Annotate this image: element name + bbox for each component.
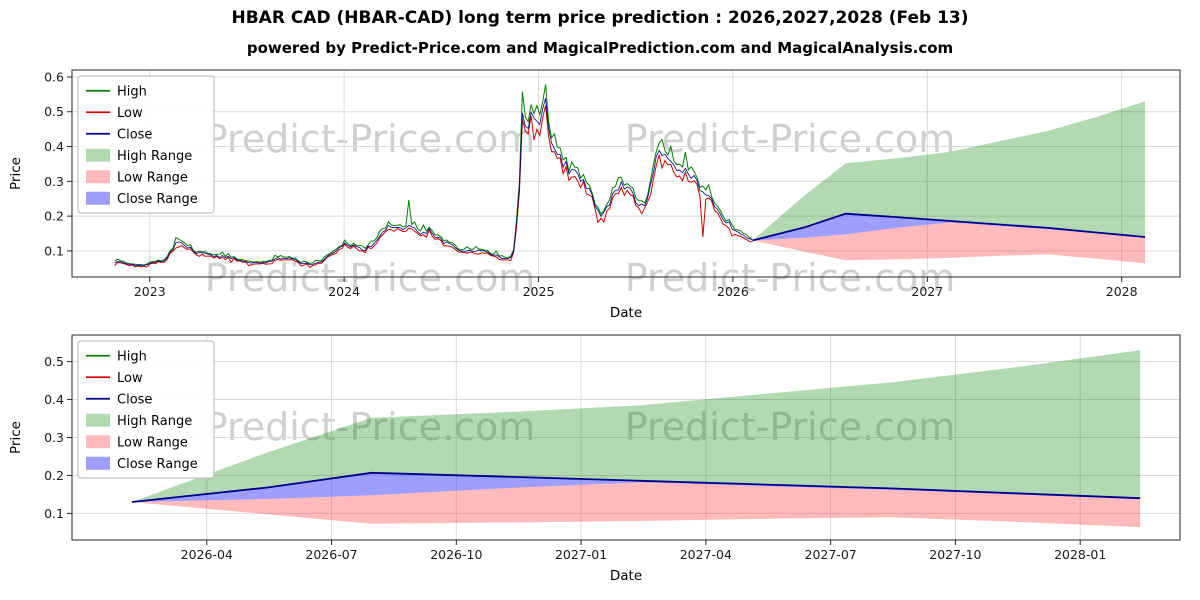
- x-tick-label: 2026-07: [305, 547, 357, 562]
- legend-label: Close Range: [117, 192, 198, 207]
- legend-item-close-range: Close Range: [86, 191, 198, 207]
- x-tick-label: 2027-04: [680, 547, 732, 562]
- legend-label: High: [117, 349, 147, 364]
- legend-patch-swatch: [86, 191, 110, 205]
- legend-item-close: Close: [86, 392, 152, 407]
- close-range-area: [131, 472, 1141, 502]
- legend-label: Low: [117, 371, 143, 386]
- legend-item-close: Close: [86, 127, 152, 142]
- legend-item-high-range: High Range: [86, 413, 192, 429]
- x-tick-label: 2026-10: [430, 547, 482, 562]
- x-tick-label: 2028-01: [1054, 547, 1106, 562]
- legend-label: High: [117, 84, 147, 99]
- chart-subtitle: powered by Predict-Price.com and Magical…: [246, 39, 954, 57]
- x-tick-label: 2025: [523, 284, 555, 299]
- high-range-area: [131, 350, 1141, 502]
- legend-patch-swatch: [86, 435, 110, 449]
- low-range-area: [131, 482, 1141, 528]
- y-tick-label: 0.5: [44, 104, 64, 119]
- legend: High Low Close High Range Low Range Close Ran…: [77, 340, 215, 479]
- legend-patch-swatch: [86, 170, 110, 184]
- legend-item-low-range: Low Range: [86, 170, 188, 185]
- legend: High Low Close High Range Low Range Close Ran…: [77, 75, 215, 214]
- grid: [72, 70, 1180, 277]
- legend-item-close-range: Close Range: [86, 456, 198, 472]
- low-line: [114, 105, 753, 268]
- watermark-layer: Predict-Price.com Predict-Price.com Predic…: [205, 117, 956, 449]
- y-tick-label: 0.5: [44, 354, 64, 369]
- legend-label: Low Range: [117, 170, 188, 185]
- legend-patch-swatch: [86, 148, 110, 162]
- high-line: [114, 84, 753, 266]
- low-range-area: [752, 222, 1145, 264]
- x-tick-label: 2027: [911, 284, 943, 299]
- legend-item-high: High: [86, 349, 147, 364]
- y-tick-label: 0.2: [44, 209, 64, 224]
- legend-patch-swatch: [86, 456, 110, 470]
- legend-label: Close Range: [117, 457, 198, 472]
- legend-item-low: Low: [86, 371, 143, 386]
- x-tick-label: 2027-10: [929, 547, 981, 562]
- legend-patch-swatch: [86, 413, 110, 427]
- legend-label: Low: [117, 106, 143, 121]
- y-tick-label: 0.1: [44, 243, 64, 258]
- page-title: HBAR CAD (HBAR-CAD) long term price pred…: [231, 8, 969, 28]
- close-line-historical: [114, 98, 753, 267]
- x-tick-label: 2027-01: [555, 547, 607, 562]
- price-chart-top: 0.1 0.2 0.3 0.4 0.5 0.6 2023 2024 2025 2026 2027 20…: [8, 69, 1181, 321]
- y-tick-label: 0.3: [44, 430, 64, 445]
- close-range-area: [752, 213, 1145, 241]
- high-range-area: [752, 101, 1145, 241]
- watermark-text: Predict-Price.com: [205, 405, 536, 449]
- legend-item-high: High: [86, 84, 147, 99]
- x-tick-label: 2024: [328, 284, 360, 299]
- legend-label: Close: [117, 392, 152, 407]
- close-line-prediction: [131, 471, 1141, 503]
- legend-item-high-range: High Range: [86, 148, 192, 164]
- legend-label: Close: [117, 127, 152, 142]
- y-tick-label: 0.4: [44, 139, 64, 154]
- legend-label: High Range: [117, 414, 192, 429]
- y-axis-label: Price: [8, 157, 24, 190]
- close-line-prediction: [752, 212, 1146, 242]
- x-tick-label: 2023: [134, 284, 166, 299]
- y-tick-label: 0.4: [44, 392, 64, 407]
- x-tick-label: 2026: [717, 284, 749, 299]
- legend-box: [77, 75, 215, 214]
- x-tick-label: 2027-07: [805, 547, 857, 562]
- legend-item-low: Low: [86, 106, 143, 121]
- y-tick-label: 0.6: [44, 69, 64, 84]
- watermark-text: Predict-Price.com: [625, 405, 956, 449]
- y-tick-label: 0.2: [44, 468, 64, 483]
- y-tick-label: 0.3: [44, 174, 64, 189]
- x-tick-label: 2028: [1106, 284, 1138, 299]
- price-chart-bottom: 0.1 0.2 0.3 0.4 0.5 2026-04 2026-07 2026-10 2027…: [8, 334, 1181, 584]
- y-axis-label: Price: [8, 421, 24, 454]
- watermark-text: Predict-Price.com: [625, 117, 956, 161]
- watermark-text: Predict-Price.com: [625, 256, 956, 300]
- watermark-text: Predict-Price.com: [205, 117, 536, 161]
- legend-item-low-range: Low Range: [86, 435, 188, 450]
- y-tick-label: 0.1: [44, 506, 64, 521]
- x-axis-label: Date: [610, 305, 642, 321]
- legend-box: [77, 340, 215, 479]
- legend-label: High Range: [117, 149, 192, 164]
- axes-box: [71, 69, 1181, 278]
- legend-label: Low Range: [117, 435, 188, 450]
- x-axis-label: Date: [610, 568, 642, 584]
- x-tick-label: 2026-04: [181, 547, 233, 562]
